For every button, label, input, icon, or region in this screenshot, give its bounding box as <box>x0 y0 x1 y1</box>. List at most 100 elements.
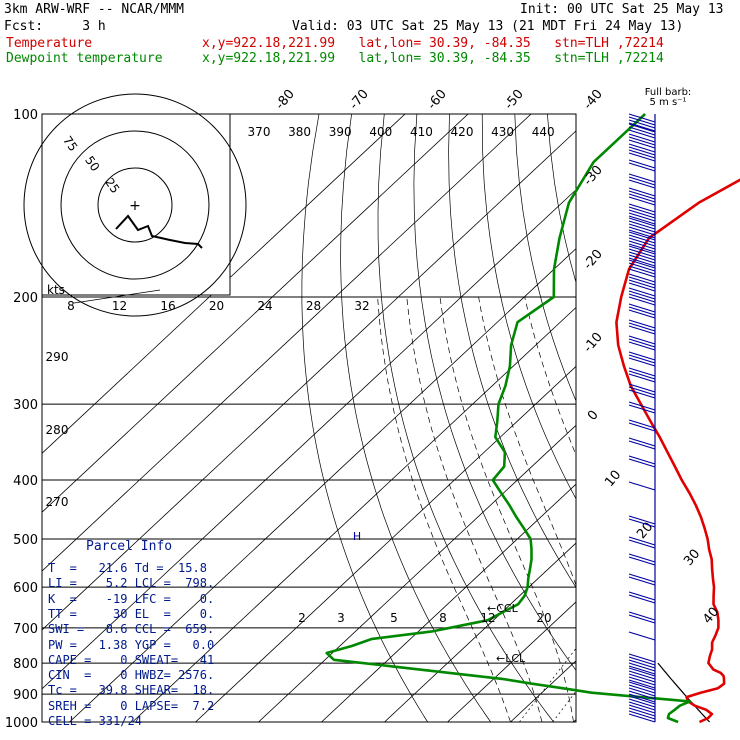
moist-adiabat <box>581 297 674 722</box>
isotherm-line <box>195 365 576 722</box>
wind-barb <box>628 187 656 197</box>
mixing-ratio-line <box>729 587 740 722</box>
wind-barb <box>628 684 656 694</box>
pressure-tick-label: 1000 <box>5 716 38 731</box>
wind-barb <box>628 481 656 491</box>
wind-legend-label: Full barb: <box>645 87 692 98</box>
mixing-ratio-line <box>519 647 576 722</box>
wind-barb <box>628 437 656 447</box>
parcel-info-title: Parcel Info <box>86 539 173 554</box>
isotherm-line <box>132 306 576 722</box>
theta-label: 380 <box>288 125 311 139</box>
wind-barb <box>628 293 656 303</box>
wind-barb <box>628 279 656 289</box>
wind-barb <box>628 143 656 153</box>
wind-barb <box>628 704 656 714</box>
wind-barb <box>628 262 656 272</box>
moist-adiabat <box>524 296 576 456</box>
isotherm-line <box>42 189 576 690</box>
dry-adiabat <box>481 114 576 500</box>
wind-barb <box>628 226 656 236</box>
theta-label: 440 <box>532 125 555 139</box>
forecast-hour: Fcst: 3 h <box>4 19 106 34</box>
wind-barb <box>628 190 656 200</box>
parcel-info-row: SREH = 0 LAPSE= 7.2 <box>48 698 215 713</box>
hodograph-ring <box>97 167 173 243</box>
wind-barb <box>628 220 656 230</box>
pressure-tick-label: 300 <box>13 398 38 413</box>
wind-barb <box>628 676 656 686</box>
wind-barb <box>628 322 656 332</box>
pressure-tick-label: 800 <box>13 657 38 672</box>
wind-barb <box>628 203 656 213</box>
dewpoint-curve <box>325 113 692 724</box>
wind-barb <box>628 701 656 711</box>
wind-barb <box>628 656 656 666</box>
isotherm-line <box>637 114 740 722</box>
wind-barb <box>628 133 656 143</box>
wind-barb <box>628 240 656 250</box>
parcel-info-row: SWI = 8.6 CCL = 659. <box>48 622 215 637</box>
wind-barb <box>628 389 656 399</box>
wind-barb <box>628 193 656 203</box>
wind-barb <box>628 458 656 468</box>
theta-label: 410 <box>410 125 433 139</box>
dry-adiabat <box>678 114 740 722</box>
isotherm-label: 30 <box>681 547 703 569</box>
parcel-info-row: T = 21.6 Td = 15.8 <box>48 561 207 575</box>
wind-barb <box>628 401 656 411</box>
pressure-tick-label: 100 <box>13 108 38 123</box>
hodograph-center-mark: + <box>129 198 141 214</box>
wind-barb <box>628 614 656 624</box>
theta-e-label: 280 <box>46 423 69 437</box>
temperature-station-info: x,y=922.18,221.99 lat,lon= 30.39, -84.35… <box>202 36 664 51</box>
pressure-tick-label: 600 <box>13 581 38 596</box>
parcel-info-row: Tc = 39.8 SHEAR= 18. <box>48 683 215 698</box>
wind-barb <box>628 515 656 525</box>
dry-adiabat <box>448 114 576 588</box>
isotherm-label: -30 <box>581 163 606 189</box>
parcel-info-row: PW = 1.38 YGP = 0.0 <box>48 637 215 652</box>
wind-barb <box>628 306 656 316</box>
wind-barb <box>628 679 656 689</box>
wind-barb <box>628 351 656 361</box>
wind-barb <box>628 667 656 677</box>
wind-barb <box>628 695 656 705</box>
wind-barb <box>628 687 656 697</box>
wind-barb <box>628 419 656 429</box>
wind-barb <box>628 707 656 717</box>
mixing-ratio-label: 12 <box>480 611 495 625</box>
wind-barb <box>628 296 656 306</box>
wind-barb <box>628 259 656 269</box>
wind-barb <box>628 309 656 319</box>
temperature-legend-label: Temperature <box>6 36 93 51</box>
wind-barb <box>628 139 656 149</box>
wind-barb <box>628 662 656 672</box>
wind-barb <box>628 179 656 189</box>
dry-adiabat <box>514 114 576 402</box>
wind-barb <box>628 303 656 313</box>
wind-barb <box>628 146 656 156</box>
dewpoint-legend-label: Dewpoint temperature <box>6 51 163 66</box>
hodograph-box <box>41 113 231 296</box>
wind-barb <box>628 245 656 255</box>
wind-barb <box>628 116 656 126</box>
isotherm-line <box>384 542 576 722</box>
hodograph-unit-label: kts <box>47 283 65 297</box>
hodograph-speed-label: 16 <box>160 299 175 313</box>
wind-barb <box>628 325 656 335</box>
wind-barb <box>628 290 656 300</box>
dry-adiabat <box>711 114 740 722</box>
hodograph-trace <box>115 214 203 249</box>
wind-barb <box>628 122 656 132</box>
wind-barb <box>628 173 656 183</box>
isotherm-line <box>69 248 576 722</box>
wind-barb <box>628 698 656 708</box>
wind-barb <box>628 556 656 566</box>
wind-barb <box>628 206 656 216</box>
theta-e-label: 290 <box>46 350 69 364</box>
wind-barb <box>628 370 656 380</box>
wind-barb <box>628 149 656 159</box>
wind-barb <box>628 673 656 683</box>
